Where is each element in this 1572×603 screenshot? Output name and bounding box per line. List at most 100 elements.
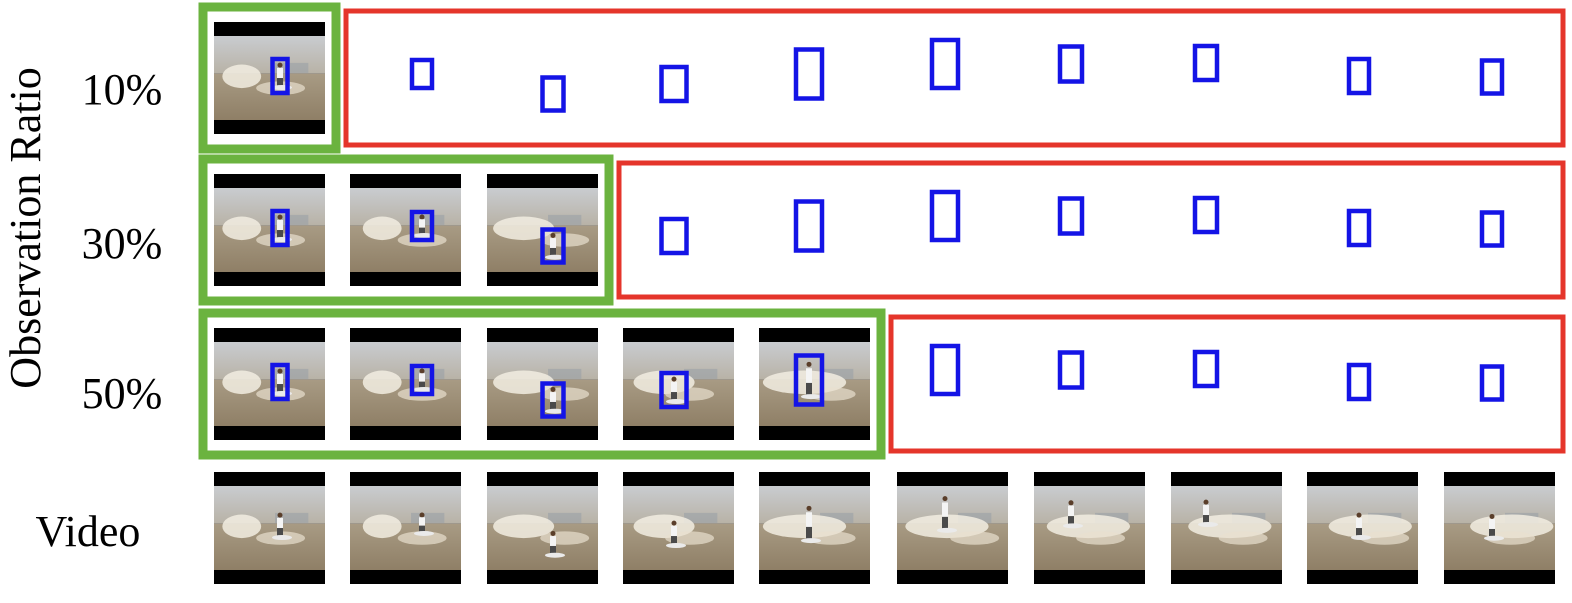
- surfer-head: [419, 214, 425, 220]
- wave-spray: [362, 370, 402, 395]
- ratio-label-10: 10%: [82, 65, 163, 114]
- wave-spray: [222, 514, 262, 539]
- wave-spray: [222, 370, 262, 395]
- wave-spray: [362, 514, 402, 539]
- surfer-legs: [1356, 528, 1362, 537]
- surfer-body: [671, 381, 677, 393]
- surfer-body: [1489, 519, 1495, 529]
- row-30pct-frame-1: [214, 174, 325, 286]
- wave-foam: [1360, 531, 1410, 545]
- row-10pct-bbox-8: [1192, 43, 1220, 83]
- surfer-body: [1068, 505, 1074, 517]
- surfer-head: [550, 530, 556, 536]
- row-10pct-bbox-7: [1057, 44, 1085, 84]
- surfer-legs: [550, 401, 556, 410]
- row-video-frame-9: [1307, 472, 1418, 584]
- wave-spray: [222, 216, 262, 241]
- row-30pct-observed-region: [198, 154, 614, 306]
- surfer-body: [806, 368, 812, 383]
- surfer-body: [419, 373, 425, 382]
- surfer-legs: [277, 528, 283, 537]
- surfer-body: [277, 67, 283, 79]
- surfer-head: [277, 214, 283, 220]
- surfboard: [1063, 523, 1083, 529]
- row-30pct-bbox-3: [540, 227, 566, 265]
- surfer-legs: [419, 525, 425, 533]
- row-50pct-bbox-9: [1346, 362, 1372, 402]
- surfer-head: [550, 386, 556, 392]
- surfer-head: [806, 505, 812, 511]
- wave-spray: [493, 216, 555, 241]
- surfboard: [1198, 522, 1218, 528]
- surfboard: [937, 527, 957, 533]
- row-30pct-bbox-10: [1479, 210, 1505, 248]
- row-10pct-bbox-4: [659, 64, 689, 104]
- row-10pct-bbox-9: [1346, 56, 1372, 96]
- surfer-legs: [942, 516, 948, 529]
- surfer-legs: [419, 381, 425, 389]
- wave-foam: [665, 387, 715, 401]
- row-30pct-bbox-4: [659, 216, 689, 256]
- row-video-frame-5: [759, 472, 870, 584]
- skyline: [548, 214, 582, 225]
- wave-foam: [665, 531, 715, 545]
- surfer-head: [277, 512, 283, 518]
- wave-foam: [1076, 531, 1126, 545]
- row-video-frame-1: [214, 472, 325, 584]
- row-video-frame-10: [1444, 472, 1555, 584]
- ratio-label-30: 30%: [82, 219, 163, 268]
- wave-spray: [493, 514, 555, 539]
- skyline: [684, 368, 718, 379]
- surfer-body: [550, 238, 556, 248]
- ratio-label-50: 50%: [82, 369, 163, 418]
- frames-layer: [214, 22, 1555, 584]
- row-50pct-bbox-6: [929, 343, 961, 397]
- row-10pct-predicted-region: [343, 8, 1566, 148]
- skyline: [820, 368, 854, 379]
- surfer-head: [419, 512, 425, 518]
- wave-foam: [950, 531, 1000, 545]
- row-30pct-bbox-9: [1346, 208, 1372, 248]
- surfer-head: [671, 376, 677, 382]
- surfer-head: [806, 361, 812, 367]
- skyline: [548, 512, 582, 523]
- surfboard: [545, 552, 565, 558]
- row-50pct-frame-2: [350, 328, 461, 440]
- skyline: [820, 512, 854, 523]
- wave-spray: [362, 216, 402, 241]
- surfboard: [801, 394, 821, 400]
- surfboard: [414, 387, 434, 393]
- y-axis-label: Observation Ratio: [1, 67, 50, 388]
- surfer-legs: [277, 78, 283, 87]
- surfer-body: [419, 219, 425, 228]
- wave-spray: [493, 370, 555, 395]
- row-30pct-bbox-5: [793, 199, 825, 253]
- surfer-body: [1203, 504, 1209, 516]
- surfer-legs: [277, 384, 283, 393]
- surfer-body: [277, 373, 283, 385]
- surfer-body: [277, 517, 283, 529]
- surfer-legs: [419, 227, 425, 235]
- row-50pct-bbox-1: [270, 362, 290, 402]
- row-10pct-bbox-10: [1479, 58, 1505, 96]
- skyline: [411, 214, 445, 225]
- row-video-frame-2: [350, 472, 461, 584]
- row-50pct-bbox-8: [1192, 349, 1220, 389]
- surfer-body: [419, 517, 425, 526]
- surfer-legs: [277, 230, 283, 239]
- row-30pct-bbox-7: [1057, 196, 1085, 236]
- surfer-head: [1203, 499, 1209, 505]
- skyline: [275, 214, 309, 225]
- surfboard: [545, 254, 565, 260]
- skyline: [411, 368, 445, 379]
- row-50pct-frame-1: [214, 328, 325, 440]
- surfer-body: [942, 502, 948, 517]
- row-30pct-bbox-6: [929, 189, 961, 243]
- surfer-legs: [1068, 516, 1074, 525]
- surfer-legs: [671, 392, 677, 401]
- surfer-legs: [1489, 528, 1495, 537]
- surfboard: [666, 543, 686, 549]
- skyline: [548, 368, 582, 379]
- surfer-legs: [671, 536, 677, 545]
- row-10pct-bbox-2: [409, 57, 435, 91]
